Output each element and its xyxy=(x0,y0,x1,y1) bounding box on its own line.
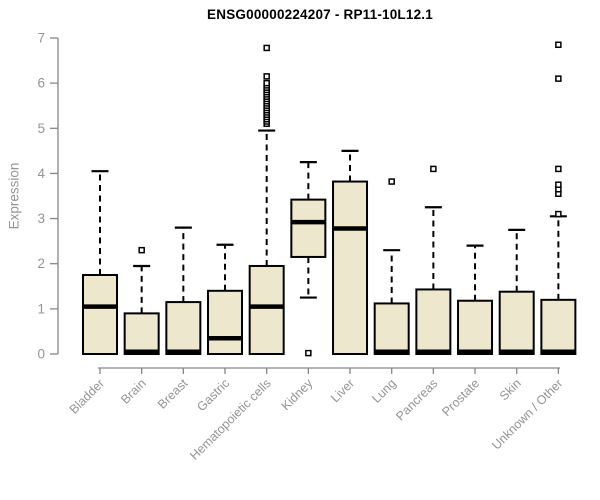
outlier-point xyxy=(555,41,562,49)
iqr-box xyxy=(165,301,202,356)
x-tick-label-breast: Breast xyxy=(155,376,191,412)
iqr-box xyxy=(82,274,118,355)
outlier-point xyxy=(555,165,562,173)
iqr-box xyxy=(123,312,160,355)
x-tick-label-unknown-other: Unknown / Other xyxy=(489,376,565,452)
box-skin xyxy=(498,228,535,355)
box-unknown-other xyxy=(540,41,577,356)
box-hematopoietic-cells xyxy=(248,44,285,356)
y-tick-label: 3 xyxy=(37,211,45,226)
iqr-box xyxy=(290,198,327,258)
outlier-point xyxy=(263,44,270,52)
iqr-box xyxy=(332,180,369,355)
x-tick-label-kidney: Kidney xyxy=(279,376,316,413)
iqr-box xyxy=(498,290,535,355)
outlier-point xyxy=(138,246,145,254)
x-tick-label-lung: Lung xyxy=(369,376,399,406)
x-tick-label-bladder: Bladder xyxy=(67,376,107,416)
outlier-point xyxy=(263,73,270,80)
outlier-point xyxy=(555,75,562,82)
x-tick-label-brain: Brain xyxy=(118,376,149,407)
box-bladder xyxy=(82,170,118,355)
iqr-box xyxy=(373,302,410,356)
outlier-point xyxy=(430,165,437,173)
y-axis: 0 1 2 3 4 5 6 7 xyxy=(37,31,59,362)
box-lung xyxy=(373,178,410,356)
box-pancreas xyxy=(415,165,452,355)
iqr-box xyxy=(207,289,244,355)
box-prostate xyxy=(457,244,494,355)
x-tick-label-hematopoietic-cells: Hematopoietic cells xyxy=(187,376,274,463)
box-liver xyxy=(332,149,369,355)
iqr-box xyxy=(457,299,494,355)
y-tick-label: 1 xyxy=(37,301,45,316)
y-tick-label: 6 xyxy=(37,76,45,91)
x-tick-label-prostate: Prostate xyxy=(439,376,482,419)
x-tick-label-pancreas: Pancreas xyxy=(393,376,440,423)
iqr-box xyxy=(248,264,285,356)
box-kidney xyxy=(290,161,327,357)
y-tick-label: 2 xyxy=(37,256,45,271)
outlier-point xyxy=(388,178,395,185)
outlier-point xyxy=(263,79,270,87)
x-tick-label-liver: Liver xyxy=(328,376,357,405)
y-tick-label: 7 xyxy=(37,31,45,46)
box-breast xyxy=(165,226,202,356)
outlier-point xyxy=(305,349,312,357)
x-tick-label-skin: Skin xyxy=(497,376,524,403)
outlier-point xyxy=(555,210,562,218)
outlier-point xyxy=(555,181,562,188)
box-gastric xyxy=(207,243,244,355)
y-tick-label: 5 xyxy=(37,121,45,136)
chart-title: ENSG00000224207 - RP11-10L12.1 xyxy=(207,7,433,22)
iqr-box xyxy=(415,288,452,355)
box-brain xyxy=(123,246,160,355)
x-tick-label-gastric: Gastric xyxy=(194,376,232,414)
iqr-box xyxy=(540,298,577,356)
y-tick-label: 4 xyxy=(37,166,45,181)
y-tick-label: 0 xyxy=(37,347,45,362)
